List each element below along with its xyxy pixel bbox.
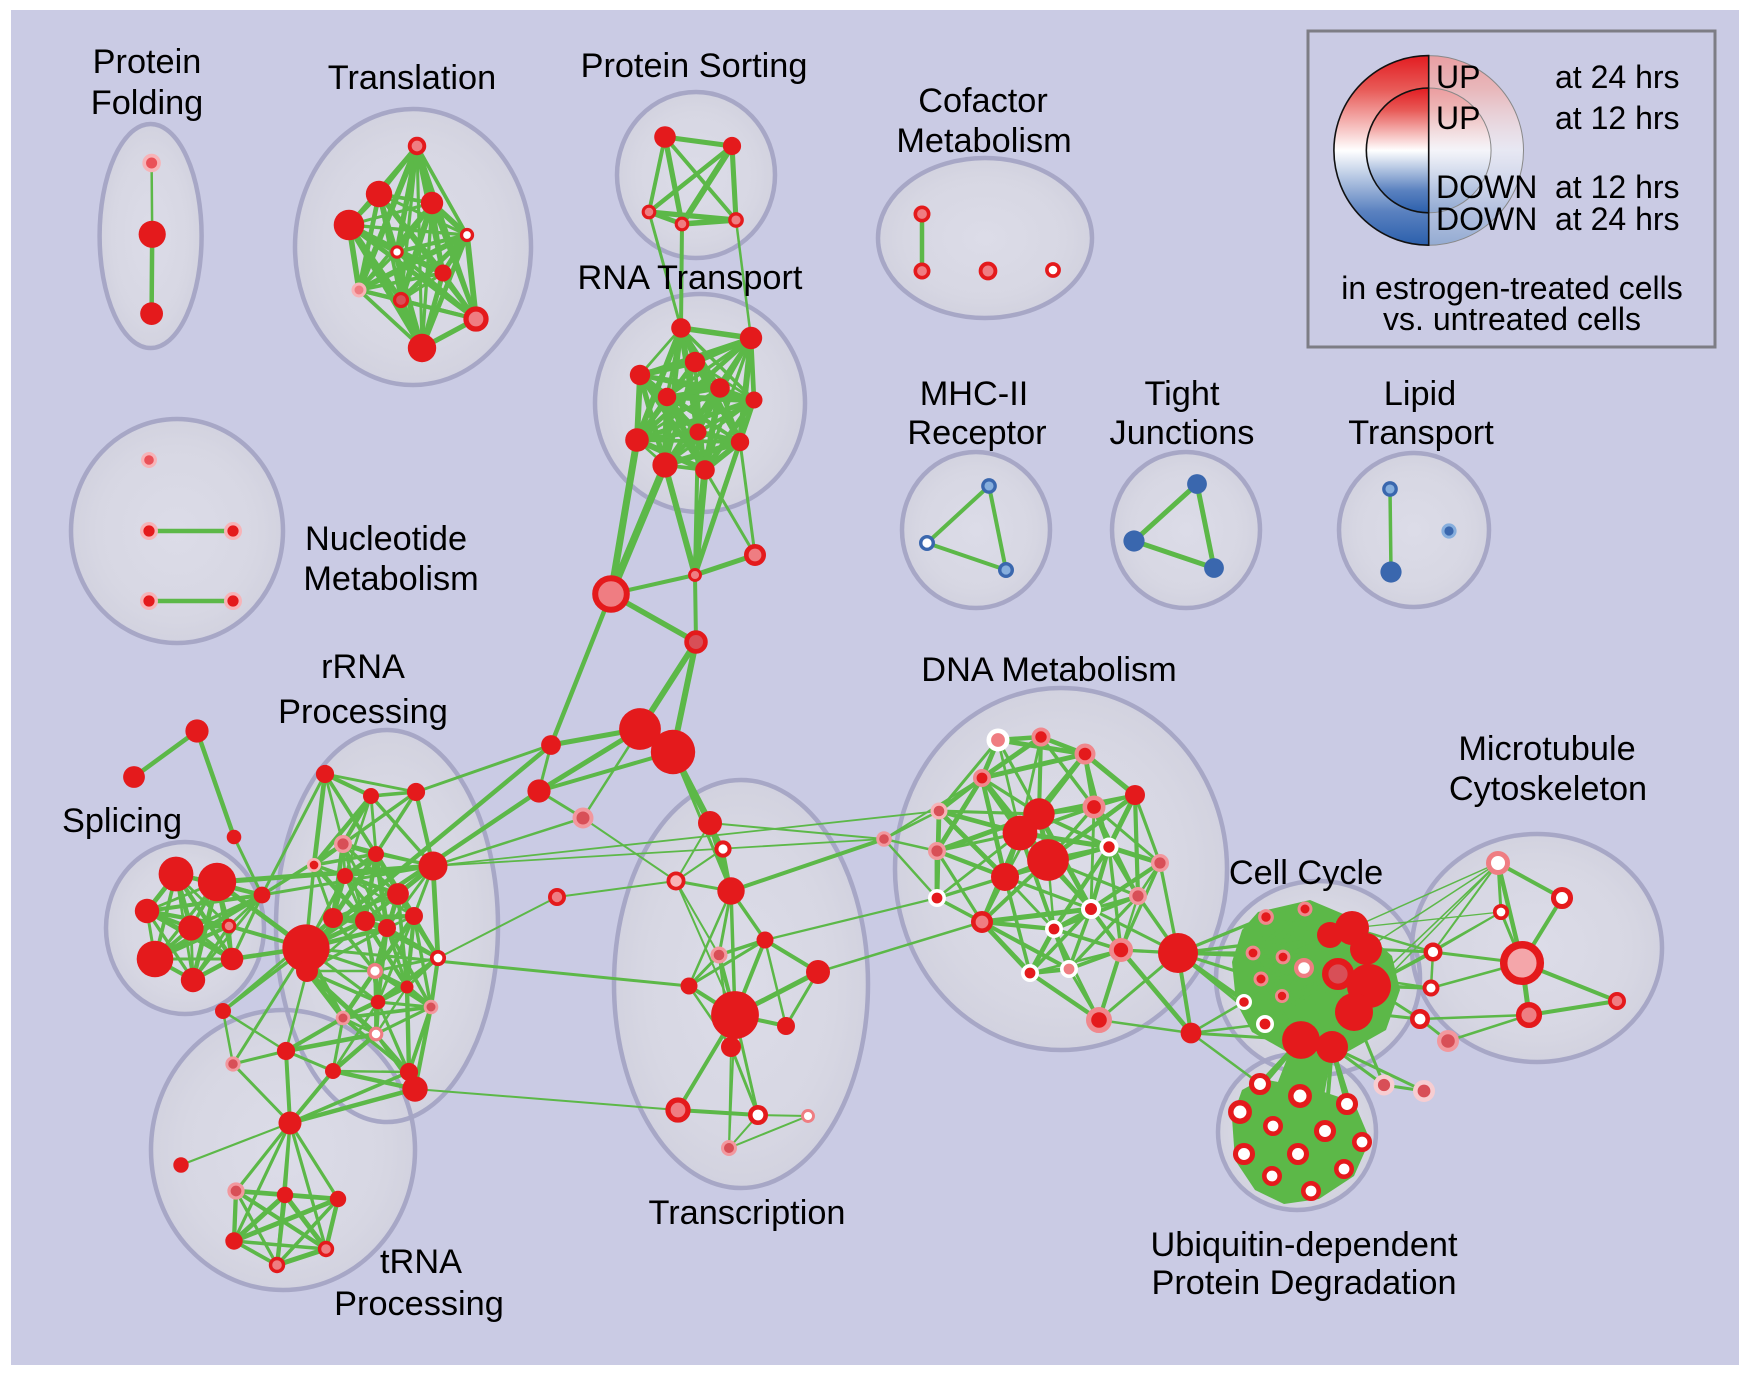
svg-text:at 24 hrs: at 24 hrs [1555,59,1680,95]
svg-text:at 24 hrs: at 24 hrs [1555,201,1680,237]
svg-text:at 12 hrs: at 12 hrs [1555,100,1680,136]
svg-text:Cofactor: Cofactor [918,82,1048,120]
svg-text:vs. untreated cells: vs. untreated cells [1383,301,1641,337]
svg-text:at 12 hrs: at 12 hrs [1555,169,1680,205]
svg-text:Ubiquitin-dependent: Ubiquitin-dependent [1151,1226,1458,1264]
svg-text:Metabolism: Metabolism [303,560,478,598]
svg-text:Transcription: Transcription [649,1194,846,1232]
svg-text:Transport: Transport [1348,414,1494,452]
svg-text:Receptor: Receptor [907,414,1046,452]
svg-text:Processing: Processing [334,1285,504,1323]
svg-text:UP: UP [1436,59,1480,95]
svg-text:Metabolism: Metabolism [896,122,1071,160]
svg-text:Microtubule: Microtubule [1458,730,1635,768]
svg-text:DOWN: DOWN [1436,169,1537,205]
svg-text:Protein Degradation: Protein Degradation [1151,1264,1456,1302]
svg-text:DOWN: DOWN [1436,201,1537,237]
svg-text:Cytoskeleton: Cytoskeleton [1449,770,1647,808]
svg-text:Protein Sorting: Protein Sorting [581,47,808,85]
svg-text:Cell Cycle: Cell Cycle [1229,854,1383,892]
svg-text:Translation: Translation [328,59,496,97]
svg-text:rRNA: rRNA [321,648,405,686]
svg-text:Processing: Processing [278,693,448,731]
svg-text:RNA Transport: RNA Transport [578,259,803,297]
svg-text:DNA Metabolism: DNA Metabolism [921,651,1176,689]
svg-text:Splicing: Splicing [62,802,182,840]
svg-text:Folding: Folding [91,84,204,122]
svg-text:UP: UP [1436,100,1480,136]
svg-text:tRNA: tRNA [380,1243,462,1281]
svg-text:Lipid: Lipid [1384,375,1456,413]
svg-text:Tight: Tight [1145,375,1220,413]
svg-text:Junctions: Junctions [1110,414,1255,452]
svg-text:Nucleotide: Nucleotide [305,520,467,558]
svg-text:in estrogen-treated cells: in estrogen-treated cells [1341,270,1683,306]
svg-text:MHC-II: MHC-II [920,375,1029,413]
svg-text:Protein: Protein [93,43,202,81]
